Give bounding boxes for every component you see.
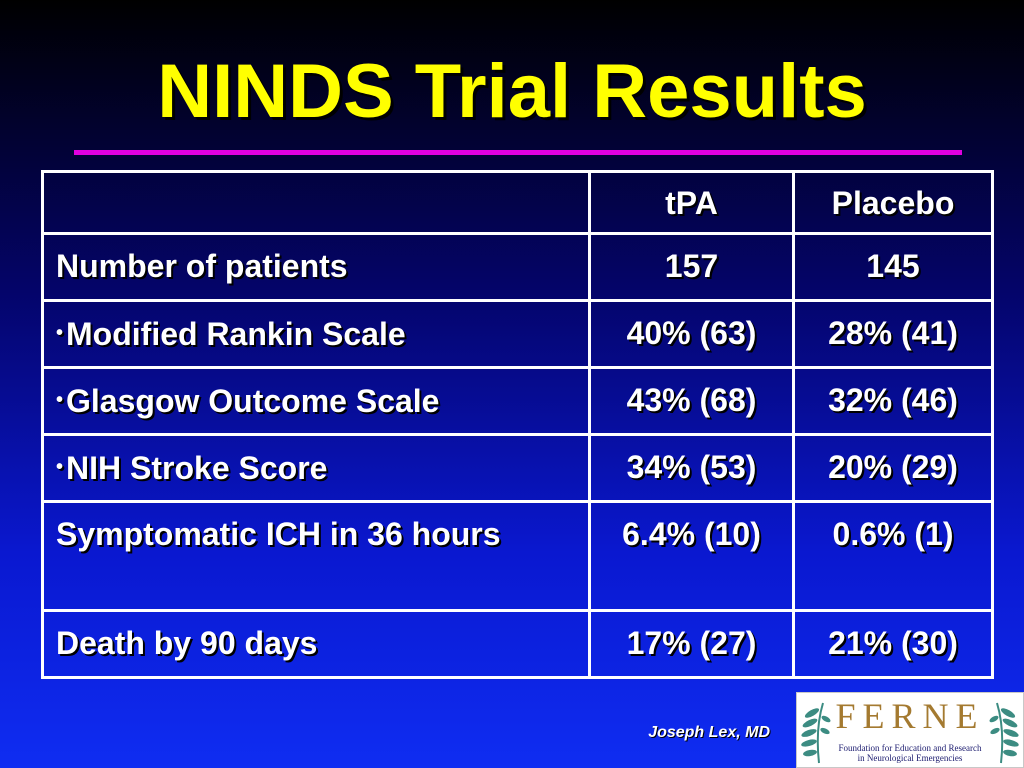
row-label: •Modified Rankin Scale (41, 299, 591, 369)
table-row: •NIH Stroke Score 34% (53) 20% (29) (41, 433, 994, 503)
title-underline (74, 150, 962, 155)
table-row: •Glasgow Outcome Scale 43% (68) 32% (46) (41, 366, 994, 436)
slide-title: NINDS Trial Results (157, 49, 867, 134)
row-label-text: Number of patients (56, 248, 348, 284)
row-label: Number of patients (41, 232, 591, 302)
table-row: Symptomatic ICH in 36 hours 6.4% (10) 0.… (41, 500, 994, 612)
placebo-value: 145 (792, 232, 994, 302)
bullet-icon: • (56, 456, 64, 478)
placebo-value: 20% (29) (792, 433, 994, 503)
logo-subtitle-line-2: in Neurological Emergencies (857, 753, 963, 763)
row-label: Symptomatic ICH in 36 hours (41, 500, 591, 612)
tpa-value: 34% (53) (588, 433, 795, 503)
placebo-value: 32% (46) (792, 366, 994, 436)
tpa-value: 43% (68) (588, 366, 795, 436)
header-cell-empty (41, 170, 591, 235)
bullet-icon: • (56, 389, 64, 411)
row-label-text: Glasgow Outcome Scale (66, 383, 440, 419)
header-cell-placebo: Placebo (792, 170, 994, 235)
row-label-text: Death by 90 days (56, 625, 318, 661)
leaf-branch-icon (801, 702, 831, 764)
table-row: Number of patients 157 145 (41, 232, 994, 302)
table-row: •Modified Rankin Scale 40% (63) 28% (41) (41, 299, 994, 369)
ferne-logo: FERNE Foundation for Education and Resea… (796, 692, 1024, 768)
row-label: •NIH Stroke Score (41, 433, 591, 503)
tpa-value: 6.4% (10) (588, 500, 795, 612)
logo-wordmark: FERNE (835, 696, 985, 736)
author-credit: Joseph Lex, MD (648, 724, 770, 741)
results-table: tPA Placebo Number of patients 157 145 •… (41, 170, 994, 679)
row-label: •Glasgow Outcome Scale (41, 366, 591, 436)
tpa-value: 17% (27) (588, 609, 795, 679)
logo-subtitle: Foundation for Education and Research in… (833, 743, 987, 763)
tpa-value: 157 (588, 232, 795, 302)
header-cell-tpa: tPA (588, 170, 795, 235)
placebo-value: 0.6% (1) (792, 500, 994, 612)
row-label-text: Modified Rankin Scale (66, 316, 406, 352)
placebo-value: 21% (30) (792, 609, 994, 679)
tpa-value: 40% (63) (588, 299, 795, 369)
bullet-icon: • (56, 322, 64, 344)
row-label-text: Symptomatic ICH in 36 hours (56, 516, 501, 552)
table-row: Death by 90 days 17% (27) 21% (30) (41, 609, 994, 679)
row-label-text: NIH Stroke Score (66, 450, 328, 486)
row-label: Death by 90 days (41, 609, 591, 679)
table-header-row: tPA Placebo (41, 170, 994, 235)
logo-subtitle-line-1: Foundation for Education and Research (838, 743, 982, 753)
leaf-branch-icon (989, 702, 1019, 764)
placebo-value: 28% (41) (792, 299, 994, 369)
